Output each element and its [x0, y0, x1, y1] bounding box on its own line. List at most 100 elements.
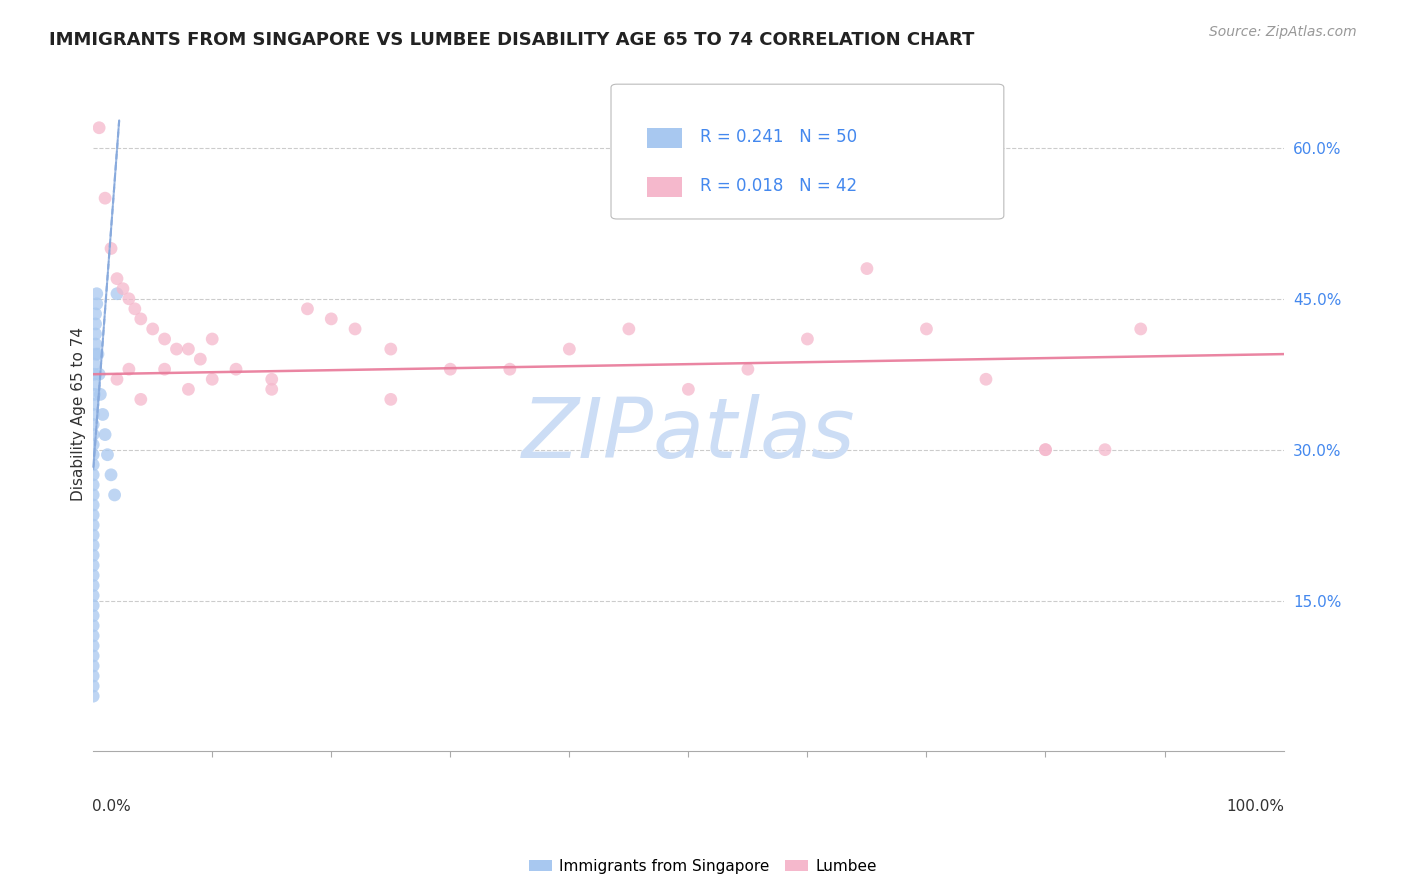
Point [166, 342, 188, 356]
Point [105, 271, 128, 285]
Point [118, 362, 141, 376]
Point [1129, 322, 1152, 336]
Point [558, 342, 581, 356]
Text: Source: ZipAtlas.com: Source: ZipAtlas.com [1209, 25, 1357, 39]
Point [82, 518, 104, 533]
Text: ZIPatlas: ZIPatlas [522, 394, 855, 475]
Point [89, 120, 111, 135]
Point [86, 297, 108, 311]
Point [153, 332, 176, 346]
Point [82, 528, 104, 542]
Point [100, 242, 122, 256]
Point [83, 357, 105, 371]
Point [82, 599, 104, 613]
Point [82, 427, 104, 442]
Point [84, 337, 107, 351]
Point [82, 568, 104, 582]
Point [153, 362, 176, 376]
Point [1094, 442, 1116, 457]
Text: R = 0.018   N = 42: R = 0.018 N = 42 [700, 177, 858, 195]
Point [188, 352, 211, 367]
Y-axis label: Disability Age 65 to 74: Disability Age 65 to 74 [72, 327, 86, 501]
Point [83, 387, 105, 401]
Point [82, 437, 104, 451]
Point [1035, 442, 1057, 457]
Point [89, 368, 111, 382]
Point [439, 362, 461, 376]
Point [225, 362, 247, 376]
Point [380, 342, 402, 356]
Point [83, 368, 105, 382]
Point [82, 659, 104, 673]
Point [118, 292, 141, 306]
Point [82, 408, 104, 422]
Point [96, 448, 118, 462]
Point [84, 317, 107, 331]
Point [915, 322, 938, 336]
Point [82, 639, 104, 653]
Point [82, 508, 104, 522]
Point [82, 608, 104, 623]
Point [82, 679, 104, 693]
Point [82, 538, 104, 552]
Point [91, 408, 114, 422]
Legend: Immigrants from Singapore, Lumbee: Immigrants from Singapore, Lumbee [523, 853, 883, 880]
Point [82, 417, 104, 432]
Point [111, 282, 134, 296]
Bar [647, 128, 682, 148]
Point [297, 301, 319, 316]
Point [84, 307, 107, 321]
Point [499, 362, 522, 376]
Point [82, 669, 104, 683]
Text: 0.0%: 0.0% [91, 798, 131, 814]
FancyBboxPatch shape [612, 84, 1004, 219]
Point [177, 342, 200, 356]
Point [82, 578, 104, 592]
Point [82, 397, 104, 411]
Point [82, 549, 104, 563]
Point [129, 311, 152, 326]
Point [82, 558, 104, 573]
Point [94, 427, 117, 442]
Point [177, 382, 200, 396]
Point [1035, 442, 1057, 457]
Point [82, 448, 104, 462]
Point [82, 467, 104, 482]
Point [321, 311, 343, 326]
Bar [647, 178, 682, 197]
Point [94, 191, 117, 205]
Point [82, 648, 104, 663]
Point [974, 372, 997, 386]
Point [129, 392, 152, 407]
Text: 100.0%: 100.0% [1227, 798, 1285, 814]
Point [105, 372, 128, 386]
Point [344, 322, 367, 336]
Point [82, 689, 104, 703]
Point [86, 286, 108, 301]
Point [82, 589, 104, 603]
Point [82, 498, 104, 512]
Point [737, 362, 759, 376]
Point [87, 347, 110, 361]
Point [260, 372, 283, 386]
Point [124, 301, 146, 316]
Point [380, 392, 402, 407]
Point [201, 372, 224, 386]
Point [201, 332, 224, 346]
Point [260, 382, 283, 396]
Point [83, 377, 105, 392]
Point [617, 322, 640, 336]
Point [82, 629, 104, 643]
Point [82, 458, 104, 472]
Point [100, 467, 122, 482]
Point [104, 488, 127, 502]
Point [796, 332, 818, 346]
Point [84, 326, 107, 341]
Point [142, 322, 165, 336]
Point [105, 286, 128, 301]
Point [89, 387, 111, 401]
Text: R = 0.241   N = 50: R = 0.241 N = 50 [700, 128, 858, 145]
Point [82, 488, 104, 502]
Point [82, 618, 104, 632]
Point [856, 261, 879, 276]
